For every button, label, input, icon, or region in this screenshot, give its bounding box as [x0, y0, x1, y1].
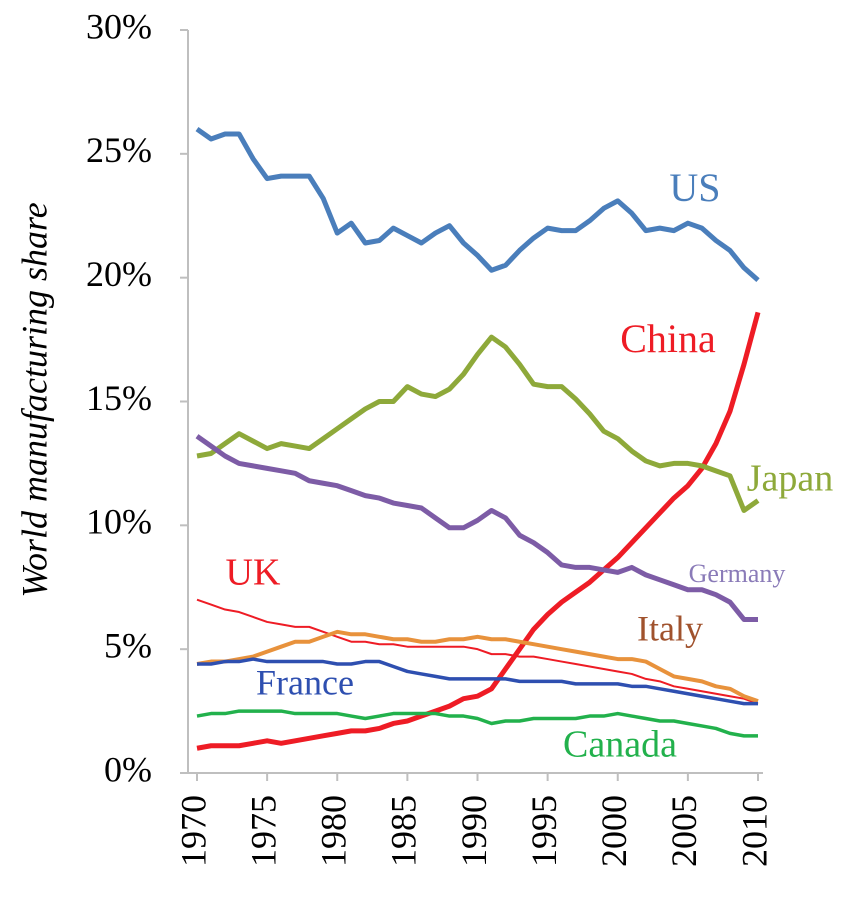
y-tick-label: 0% [104, 749, 152, 789]
y-tick-label: 30% [86, 6, 152, 46]
series-line [196, 598, 759, 705]
series-line [196, 311, 761, 751]
series-label: France [256, 662, 354, 702]
x-tick-label: 1985 [384, 795, 424, 867]
series-label: Italy [637, 608, 703, 648]
x-tick-label: 1970 [173, 795, 213, 867]
y-tick-label: 15% [86, 378, 152, 418]
series-label: UK [226, 552, 281, 594]
y-tick-label: 10% [86, 502, 152, 542]
series-label: Canada [563, 724, 677, 766]
x-tick-label: 1990 [454, 795, 494, 867]
series-line [196, 709, 758, 738]
y-tick-label: 25% [86, 130, 152, 170]
x-tick-label: 1975 [243, 795, 283, 867]
series-line [195, 127, 760, 283]
y-tick-label: 5% [104, 625, 152, 665]
y-tick-label: 20% [86, 254, 152, 294]
series-label: China [620, 316, 716, 361]
series-line [196, 334, 760, 513]
series-label: Japan [747, 458, 834, 500]
y-axis-label: World manufacturing share [14, 202, 54, 597]
series-label: Germany [689, 559, 786, 588]
x-tick-label: 2010 [734, 795, 774, 867]
series-label: US [669, 165, 720, 210]
x-tick-label: 1995 [524, 795, 564, 867]
x-tick-label: 2005 [664, 795, 704, 867]
x-tick-label: 1980 [314, 795, 354, 867]
x-tick-label: 2000 [594, 795, 634, 867]
series-line [197, 657, 758, 706]
series-line [195, 434, 758, 622]
series-line [196, 629, 759, 704]
